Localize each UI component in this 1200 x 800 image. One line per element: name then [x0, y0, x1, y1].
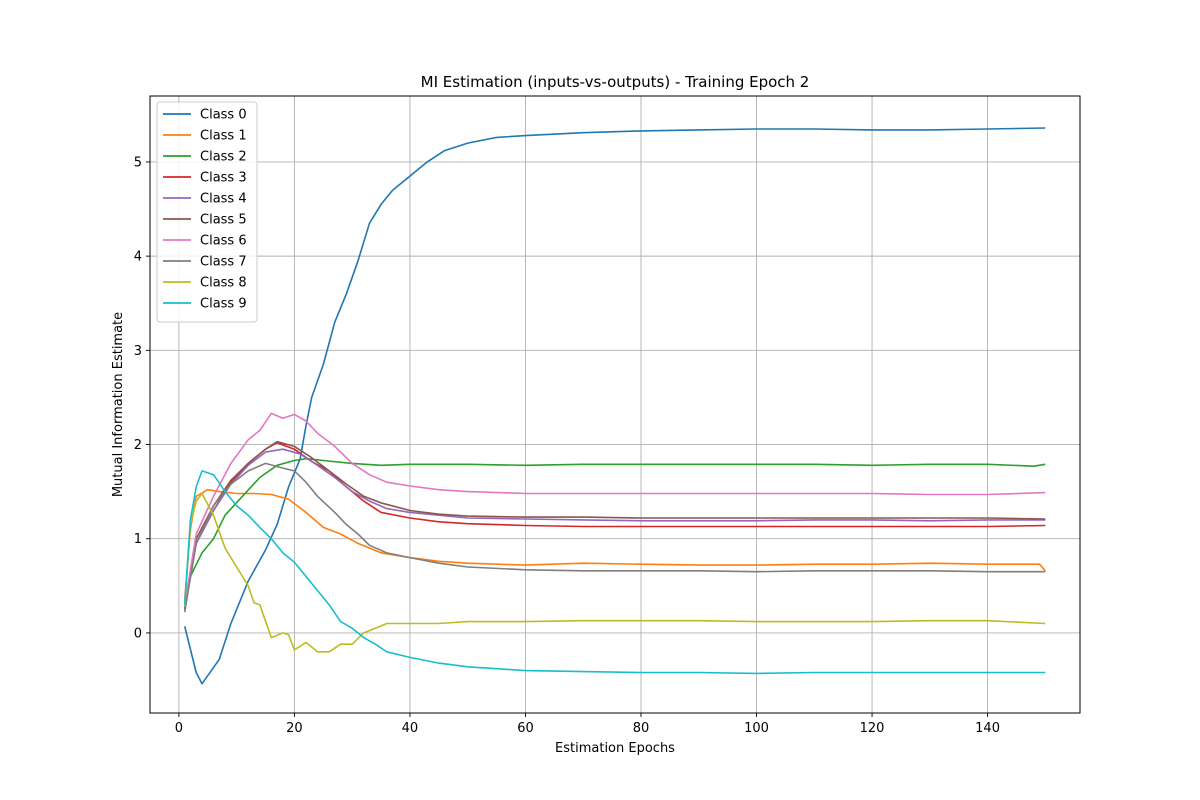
- x-tick-label: 120: [860, 721, 885, 736]
- legend-entry-label: Class 1: [200, 129, 247, 144]
- series-line-class-9: [183, 470, 1046, 675]
- series-line-class-2: [183, 457, 1046, 607]
- legend-entry-label: Class 9: [200, 297, 247, 312]
- series-line-class-0: [183, 127, 1046, 685]
- legend-entry-label: Class 0: [200, 108, 247, 123]
- chart-title: MI Estimation (inputs-vs-outputs) - Trai…: [421, 73, 810, 91]
- series-line-class-7: [183, 462, 1046, 613]
- legend-entry-label: Class 5: [200, 213, 247, 228]
- plot-frame: [149, 95, 1081, 714]
- series-line-class-4: [183, 448, 1046, 610]
- x-axis-label: Estimation Epochs: [555, 741, 675, 756]
- y-tick-label: 0: [134, 626, 142, 641]
- series-layer: [183, 127, 1046, 685]
- x-tick-label: 20: [286, 721, 303, 736]
- y-axis-label: Mutual Information Estimate: [111, 312, 126, 497]
- x-tick-label: 100: [744, 721, 769, 736]
- tick-layer: 0 20 40 60 80 100 120 140 0 1 2 3 4 5: [134, 155, 1000, 736]
- x-tick-label: 60: [517, 721, 534, 736]
- legend-entry-label: Class 4: [200, 192, 247, 207]
- series-line-class-6: [183, 412, 1046, 605]
- legend-entry-label: Class 2: [200, 150, 247, 165]
- legend-entry-label: Class 3: [200, 171, 247, 186]
- x-tick-label: 80: [633, 721, 650, 736]
- legend: Class 0 Class 1 Class 2 Class 3 Class 4 Class…: [156, 101, 258, 323]
- legend-entry-label: Class 7: [200, 255, 247, 270]
- legend-entry-label: Class 6: [200, 234, 247, 249]
- y-tick-label: 1: [134, 532, 142, 547]
- series-line-class-8: [183, 492, 1046, 653]
- x-tick-label: 140: [975, 721, 1000, 736]
- y-tick-label: 3: [134, 344, 142, 359]
- y-tick-label: 2: [134, 438, 142, 453]
- series-line-class-5: [183, 440, 1046, 610]
- legend-entry-label: Class 8: [200, 276, 247, 291]
- x-tick-label: 40: [402, 721, 419, 736]
- grid-layer: [150, 96, 1080, 713]
- y-tick-label: 5: [134, 155, 142, 170]
- y-tick-label: 4: [134, 250, 142, 265]
- x-tick-label: 0: [175, 721, 183, 736]
- legend-box: [156, 101, 258, 323]
